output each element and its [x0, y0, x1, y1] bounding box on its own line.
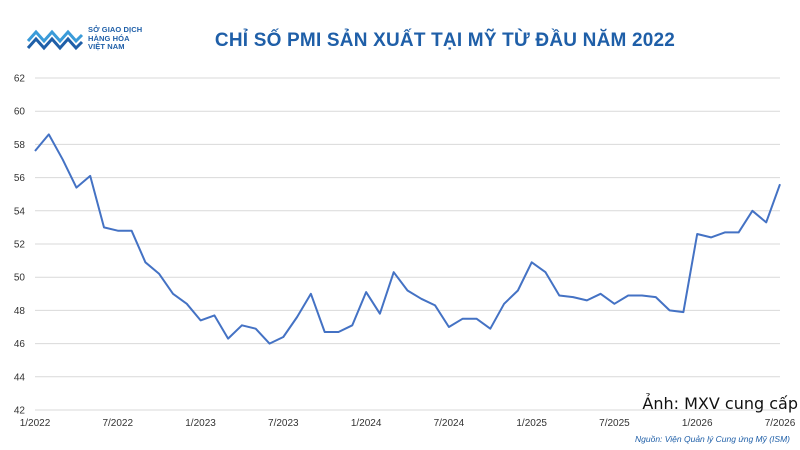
logo-line-1: SỞ GIAO DỊCH: [88, 25, 143, 34]
y-tick-label: 42: [14, 406, 26, 417]
y-tick-label: 48: [14, 306, 26, 317]
y-tick-label: 60: [14, 107, 26, 118]
x-tick-label: 7/2025: [599, 418, 630, 429]
pmi-series-line: [34, 133, 781, 345]
logo-line-2: HÀNG HÓA: [88, 33, 130, 43]
y-tick-label: 58: [14, 140, 26, 151]
x-tick-label: 1/2024: [351, 418, 382, 429]
y-tick-label: 62: [14, 74, 26, 85]
source-note: Nguồn: Viện Quản lý Cung ứng Mỹ (ISM): [635, 434, 790, 444]
y-tick-label: 54: [14, 206, 26, 217]
x-tick-label: 7/2026: [765, 418, 796, 429]
y-tick-label: 56: [14, 173, 26, 184]
y-tick-label: 44: [14, 372, 26, 383]
x-tick-label: 1/2022: [20, 418, 51, 429]
x-tick-label: 7/2024: [434, 418, 465, 429]
y-tick-label: 50: [14, 273, 26, 284]
y-tick-label: 52: [14, 240, 26, 251]
logo-text: SỞ GIAO DỊCH HÀNG HÓA VIỆT NAM: [88, 25, 143, 52]
photo-credit: Ảnh: MXV cung cấp: [642, 394, 798, 413]
x-tick-label: 7/2022: [102, 418, 133, 429]
exchange-logo: SỞ GIAO DỊCH HÀNG HÓA VIỆT NAM: [26, 25, 176, 58]
chart-title: CHỈ SỐ PMI SẢN XUẤT TẠI MỸ TỪ ĐẦU NĂM 20…: [214, 30, 676, 51]
logo-line-3: VIỆT NAM: [88, 42, 125, 51]
logo-chevron-icon: [26, 29, 84, 51]
x-tick-label: 1/2023: [185, 418, 216, 429]
x-tick-label: 1/2025: [516, 418, 547, 429]
x-tick-label: 1/2026: [682, 418, 713, 429]
y-tick-label: 46: [14, 339, 26, 350]
x-tick-label: 7/2023: [268, 418, 299, 429]
